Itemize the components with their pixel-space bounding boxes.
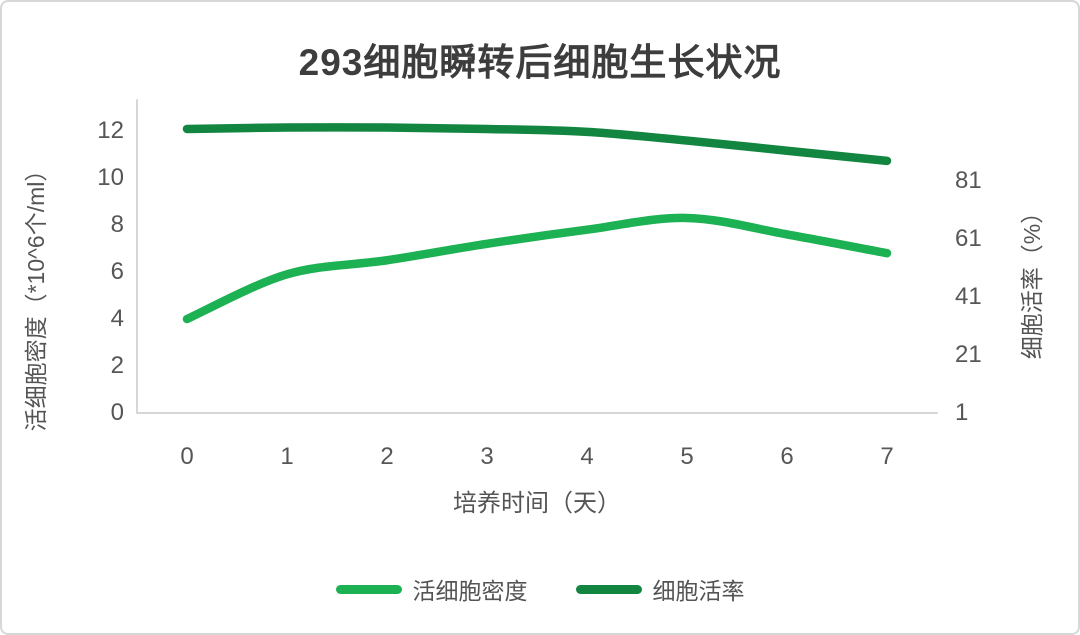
y-left-tick-label: 8 (110, 211, 124, 238)
chart-title: 293细胞瞬转后细胞生长状况 (298, 42, 782, 83)
density-series-label: 活细胞密度 (412, 578, 528, 604)
y-right-tick-label: 1 (955, 399, 969, 426)
x-tick-label: 1 (280, 443, 294, 470)
x-tick-label: 7 (880, 443, 894, 470)
x-tick-label: 2 (380, 443, 394, 470)
density-series-swatch (335, 584, 402, 594)
y-right-tick-label: 81 (955, 167, 982, 195)
y-left-tick-label: 6 (110, 258, 124, 285)
y-left-tick-label: 12 (97, 117, 124, 144)
legend-item-viability: 细胞活率 (575, 572, 745, 606)
x-tick-label: 3 (480, 443, 494, 470)
x-tick-label: 5 (680, 443, 694, 470)
axis-lines (136, 99, 938, 414)
y-right-tick-label: 41 (955, 283, 982, 311)
density-line (182, 213, 892, 324)
y-left-tick-label: 4 (110, 305, 124, 332)
y-right-tick-label: 61 (955, 225, 982, 253)
legend-item-density: 活细胞密度 (335, 572, 528, 606)
x-axis-title: 培养时间（天） (453, 490, 621, 517)
viability-line (182, 123, 892, 166)
y-left-tick-label: 2 (110, 352, 124, 379)
viability-series-label: 细胞活率 (652, 578, 745, 604)
legend: 活细胞密度 细胞活率 (2, 572, 1078, 606)
x-tick-label: 0 (180, 443, 194, 470)
x-tick-label: 4 (580, 443, 594, 470)
y-left-tick-label: 0 (110, 399, 124, 426)
x-tick-label: 6 (780, 443, 794, 470)
y-right-tick-label: 21 (955, 341, 982, 369)
y-left-tick-label: 10 (97, 164, 124, 191)
viability-series-swatch (575, 584, 642, 594)
